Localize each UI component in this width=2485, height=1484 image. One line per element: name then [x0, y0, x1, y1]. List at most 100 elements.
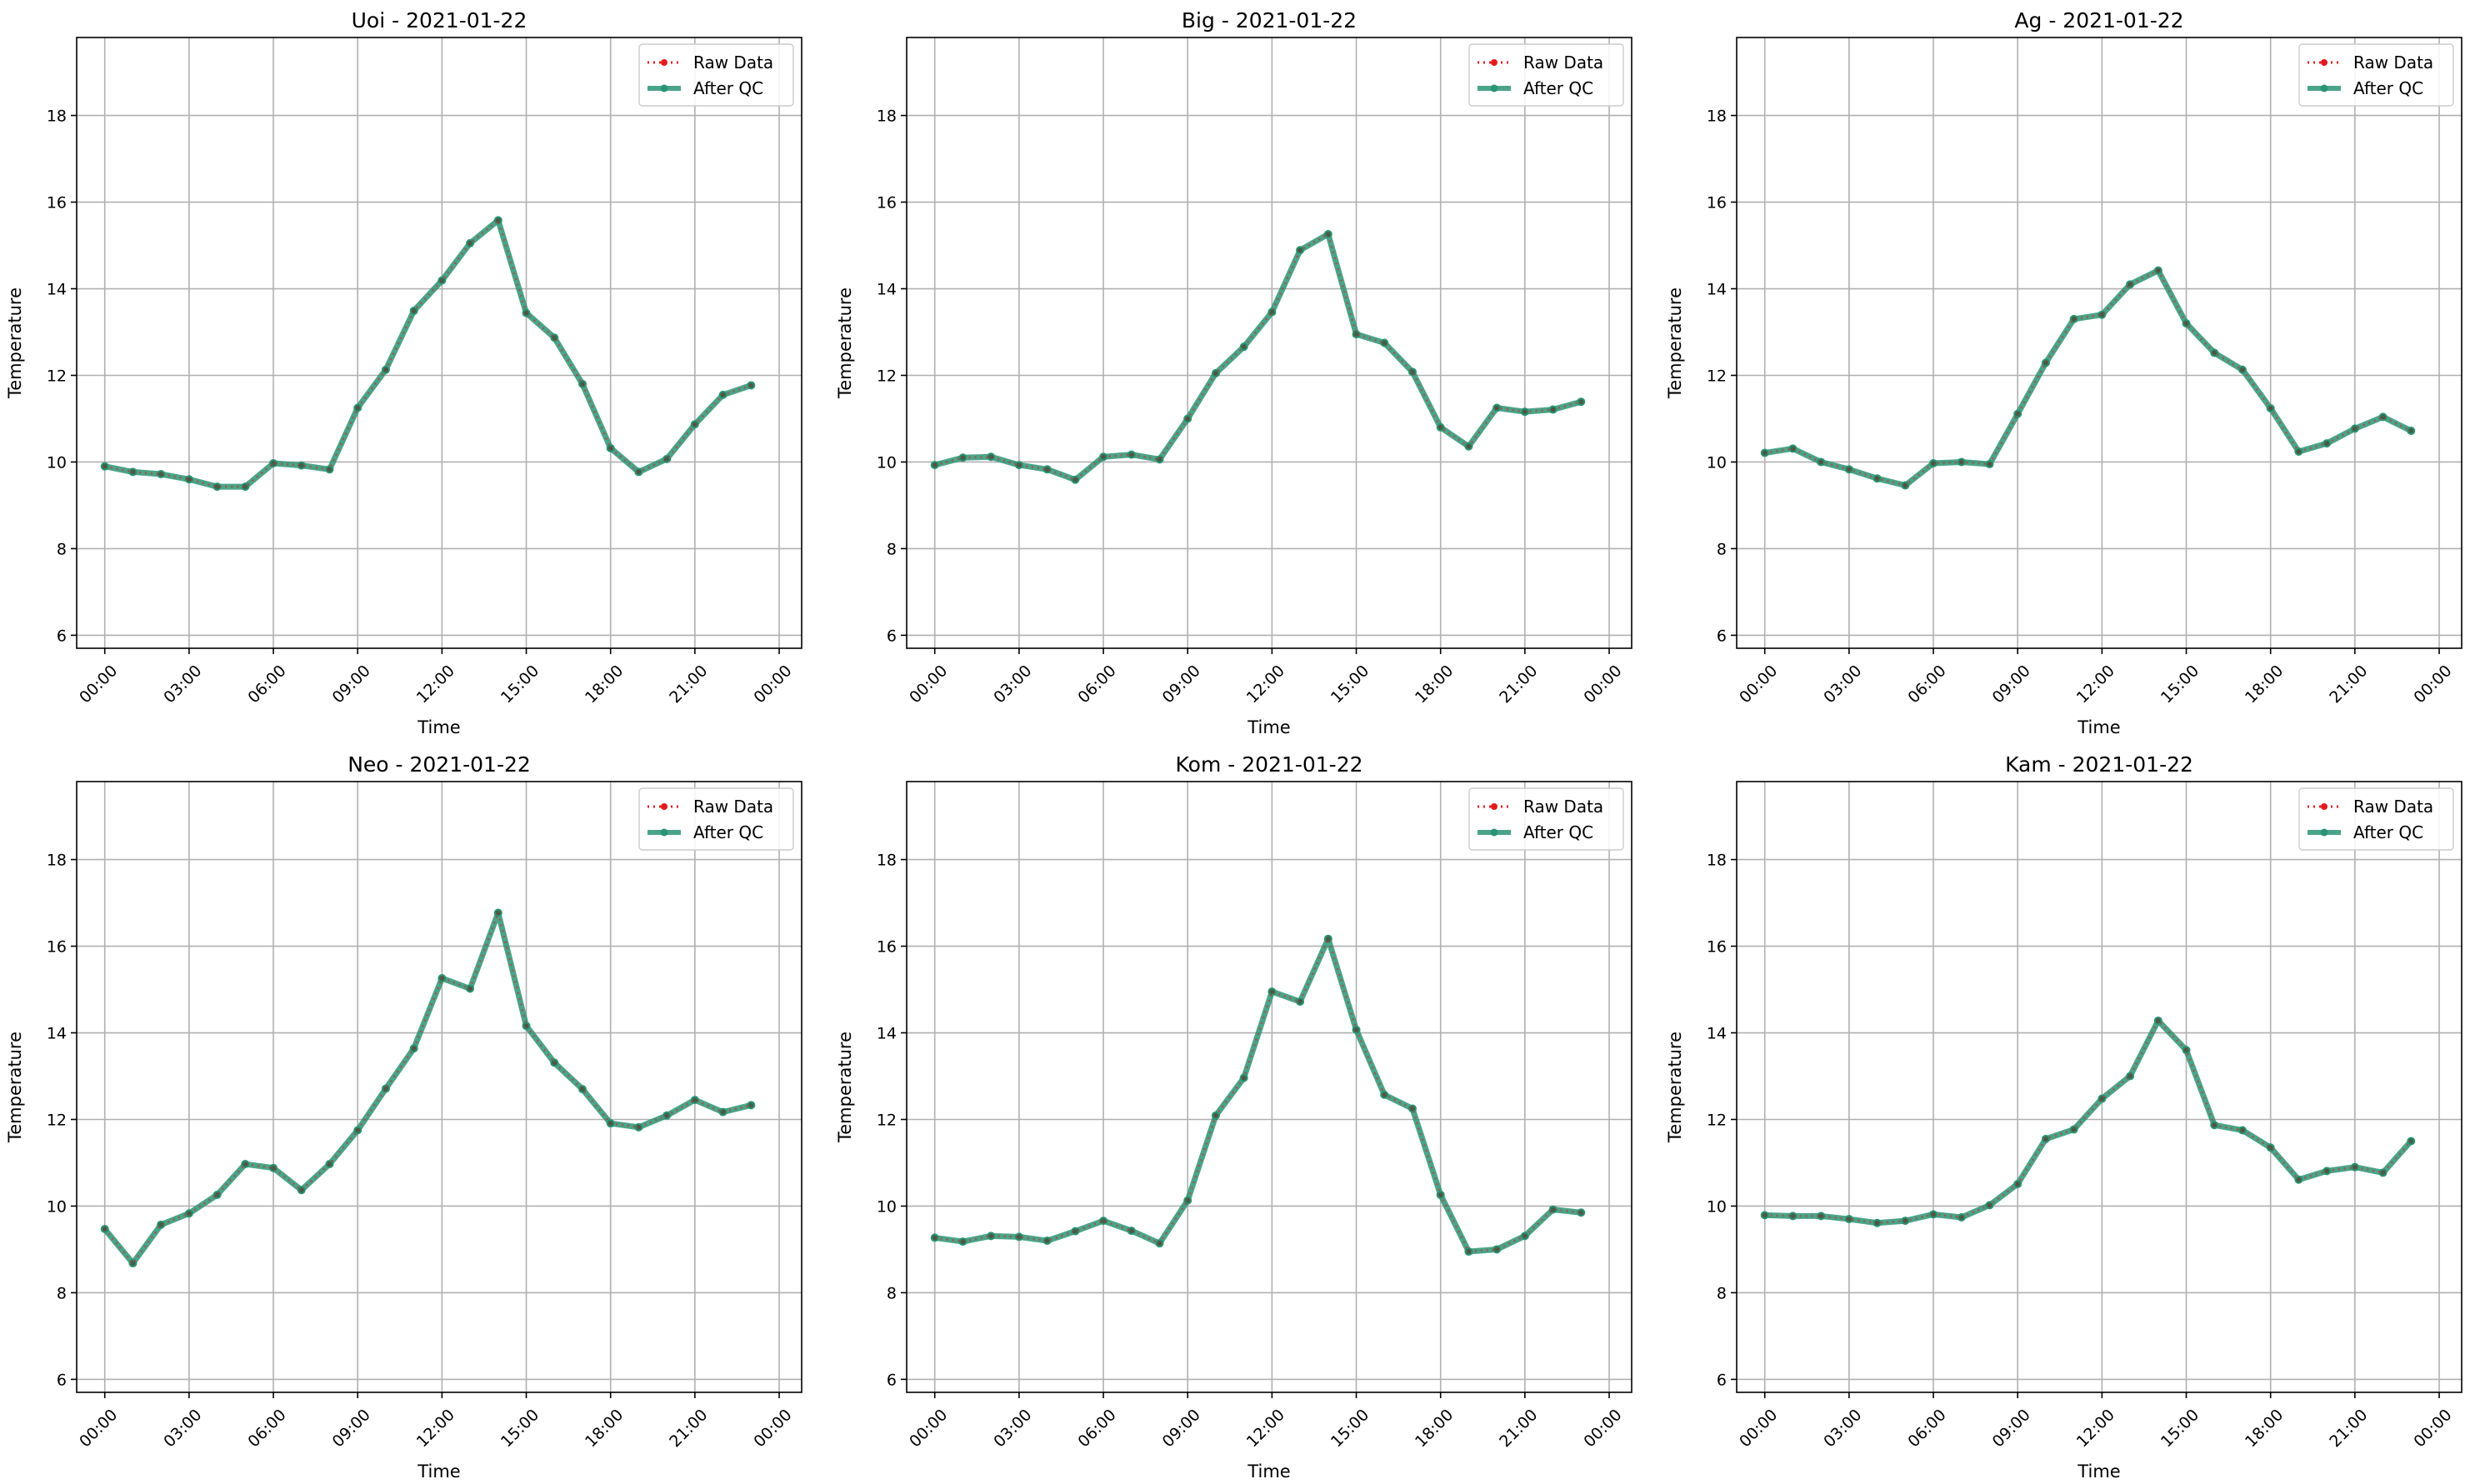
raw-data-point [2239, 367, 2245, 372]
chart-panel: 6 8 10 12 14 16 18 00:00 03:00 06:00 09:00 12:00 15:… [5, 8, 802, 737]
x-tick-label: 18:00 [1412, 662, 1457, 707]
raw-data-point [2128, 282, 2133, 287]
x-tick-label: 12:00 [2073, 662, 2118, 707]
raw-data-point [1494, 1247, 1500, 1252]
raw-data-point [468, 986, 473, 992]
raw-data-point [1874, 1220, 1880, 1226]
raw-data-point [2324, 1168, 2330, 1174]
y-tick-label: 16 [47, 194, 67, 212]
raw-data-point [1185, 1197, 1191, 1203]
x-tick-label: 15:00 [498, 662, 542, 707]
raw-data-point [1269, 989, 1275, 995]
raw-data-point [1128, 452, 1134, 457]
axes-frame [1736, 781, 2462, 1393]
x-tick-label: 18:00 [2242, 1406, 2287, 1451]
legend-label-raw-data: Raw Data [693, 797, 773, 817]
raw-data-point [186, 1211, 192, 1217]
x-tick-label: 06:00 [1074, 662, 1119, 707]
x-tick-label: 00:00 [906, 662, 951, 707]
raw-data-point [2268, 1145, 2273, 1151]
raw-data-point [2352, 1164, 2358, 1170]
axes-frame [906, 37, 1632, 649]
raw-data-point [186, 477, 192, 482]
raw-data-point [1044, 467, 1050, 472]
raw-data-point [664, 456, 670, 462]
legend: Raw Data After QC [2298, 787, 2454, 851]
legend-label-raw-data: Raw Data [2353, 797, 2433, 817]
y-tick-label: 18 [47, 107, 67, 126]
x-tick-label: 06:00 [1904, 1406, 1949, 1451]
raw-data-point [1101, 1218, 1107, 1224]
raw-data-point [102, 1227, 108, 1232]
series-line-raw-data [934, 936, 1582, 1253]
y-tick-label: 14 [1707, 1025, 1727, 1043]
raw-data-point [2380, 414, 2386, 420]
x-axis-label: Time [1247, 717, 1290, 737]
series-line-after-qc [1764, 267, 2412, 489]
series-line-raw-data [1764, 1018, 2412, 1225]
y-tick-label: 6 [57, 1371, 67, 1389]
raw-data-point [1494, 405, 1500, 411]
y-tick-label: 10 [47, 1197, 67, 1216]
series-line-after-qc [102, 910, 752, 1267]
x-tick-label: 06:00 [1074, 1406, 1119, 1451]
raw-data-point [298, 1187, 304, 1193]
raw-data-point [2071, 1127, 2077, 1132]
chart-panel: 6 8 10 12 14 16 18 00:00 03:00 06:00 09:00 12:00 15:… [5, 752, 802, 1482]
legend-raw-marker [661, 803, 668, 810]
x-tick-label: 15:00 [2158, 1406, 2202, 1451]
y-tick-label: 10 [47, 453, 67, 472]
x-tick-label: 00:00 [2410, 662, 2455, 707]
y-axis-label: Temperature [1665, 287, 1685, 399]
raw-data-point [523, 310, 529, 316]
legend-label-raw-data: Raw Data [1523, 797, 1603, 817]
x-tick-label: 03:00 [990, 662, 1035, 707]
raw-data-point [382, 1086, 388, 1092]
raw-data-point [1325, 936, 1331, 942]
x-tick-label: 06:00 [244, 662, 289, 707]
x-tick-label: 12:00 [413, 662, 458, 707]
raw-data-point [1846, 467, 1852, 472]
y-tick-label: 10 [1707, 453, 1727, 472]
raw-data-point [2155, 1017, 2161, 1023]
y-tick-label: 16 [47, 938, 67, 957]
legend-raw-marker [661, 59, 668, 66]
raw-data-point [2183, 321, 2189, 327]
raw-data-point [579, 1087, 585, 1092]
raw-data-point [552, 335, 558, 341]
y-tick-label: 12 [877, 1111, 897, 1129]
raw-data-point [158, 472, 164, 477]
y-tick-label: 18 [47, 852, 67, 870]
legend-qc-marker [660, 828, 668, 837]
legend: Raw Data After QC [638, 787, 794, 851]
y-tick-label: 8 [887, 540, 897, 558]
x-axis-label: Time [2077, 717, 2120, 737]
x-axis-label: Time [417, 1462, 460, 1482]
x-tick-label: 00:00 [750, 1406, 795, 1451]
legend-label-after-qc: After QC [1523, 78, 1593, 98]
raw-data-point [1016, 462, 1022, 468]
x-tick-label: 06:00 [244, 1406, 289, 1451]
raw-data-point [932, 462, 938, 468]
series-line-after-qc [104, 217, 752, 490]
raw-data-point [1438, 1192, 1443, 1197]
raw-data-point [523, 1023, 529, 1029]
series-line-after-qc [1764, 1017, 2413, 1227]
x-tick-label: 21:00 [2326, 1406, 2371, 1451]
raw-data-point [1958, 1214, 1964, 1220]
axes-frame [1736, 37, 2462, 649]
x-tick-label: 00:00 [1580, 662, 1625, 707]
raw-data-point [1325, 232, 1331, 237]
x-tick-label: 21:00 [1496, 662, 1541, 707]
x-tick-label: 15:00 [1328, 662, 1372, 707]
x-tick-label: 03:00 [1820, 662, 1865, 707]
axes-frame [906, 781, 1632, 1393]
raw-data-point [2408, 428, 2414, 434]
legend: Raw Data After QC [1468, 43, 1624, 107]
raw-data-point [1550, 1207, 1556, 1212]
raw-data-point [1818, 1213, 1824, 1219]
raw-data-point [552, 1060, 558, 1066]
raw-data-point [1016, 1234, 1022, 1240]
x-tick-label: 00:00 [1580, 1406, 1625, 1451]
x-tick-label: 21:00 [2326, 662, 2371, 707]
